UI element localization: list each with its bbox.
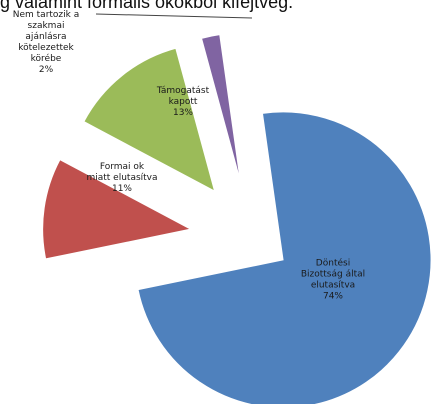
leader-line-nem-tartozik <box>95 13 253 19</box>
slice-formai-ok <box>42 158 193 260</box>
slice-nem-tartozik <box>200 34 241 182</box>
label-nem-tartozik: Nem tartozik a szakmai ajánlásra kötelezett… <box>13 10 80 75</box>
slice-tamogatast-kapott <box>83 47 216 193</box>
label-dontesi-bizottsag: Döntési Bizottság által elutasítva 74% <box>301 258 365 302</box>
slice-dontesi-bizottsag <box>137 111 432 404</box>
label-tamogatast-kapott: Támogatást kapott 13% <box>156 86 210 118</box>
chart-title-fragment: g valamint formális okokból kifejtvég. <box>0 0 294 12</box>
label-formai-ok: Formai ok miatt elutasítva 11% <box>86 162 157 194</box>
